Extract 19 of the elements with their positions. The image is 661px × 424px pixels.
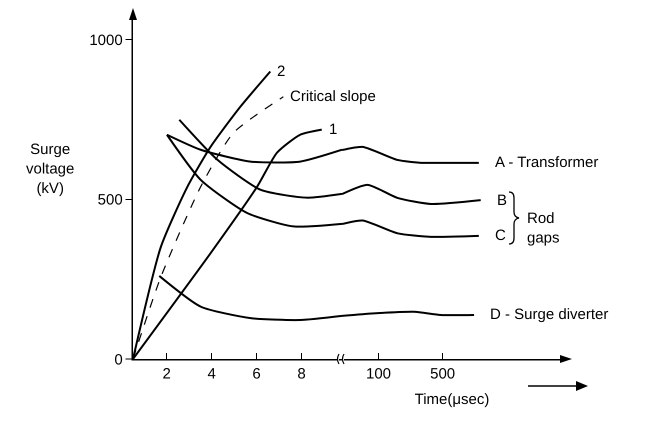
x-tick-label: 2 bbox=[162, 365, 171, 382]
x-tick-label: 500 bbox=[430, 365, 456, 382]
series-label: B bbox=[497, 192, 508, 209]
x-tick-label: 6 bbox=[252, 365, 261, 382]
y-tick-label: 500 bbox=[98, 192, 123, 209]
y-axis-title: Surge voltage (kV) bbox=[26, 141, 74, 197]
x-tick-label: 100 bbox=[366, 365, 392, 382]
series-label: D - Surge diverter bbox=[490, 306, 608, 323]
y-tick-label: 0 bbox=[114, 351, 123, 368]
x-tick-label: 4 bbox=[207, 365, 216, 382]
series-label: 1 bbox=[329, 121, 338, 138]
series-label: A - Transformer bbox=[495, 154, 598, 171]
series-label: Critical slope bbox=[290, 88, 376, 105]
x-axis-title: Time(μsec) bbox=[414, 391, 490, 408]
series-label: C bbox=[495, 227, 506, 244]
series-label: 2 bbox=[277, 63, 286, 80]
y-tick-label: 1000 bbox=[89, 32, 123, 49]
x-tick-label: 8 bbox=[297, 365, 306, 382]
annotation: Rod gaps bbox=[527, 210, 560, 246]
